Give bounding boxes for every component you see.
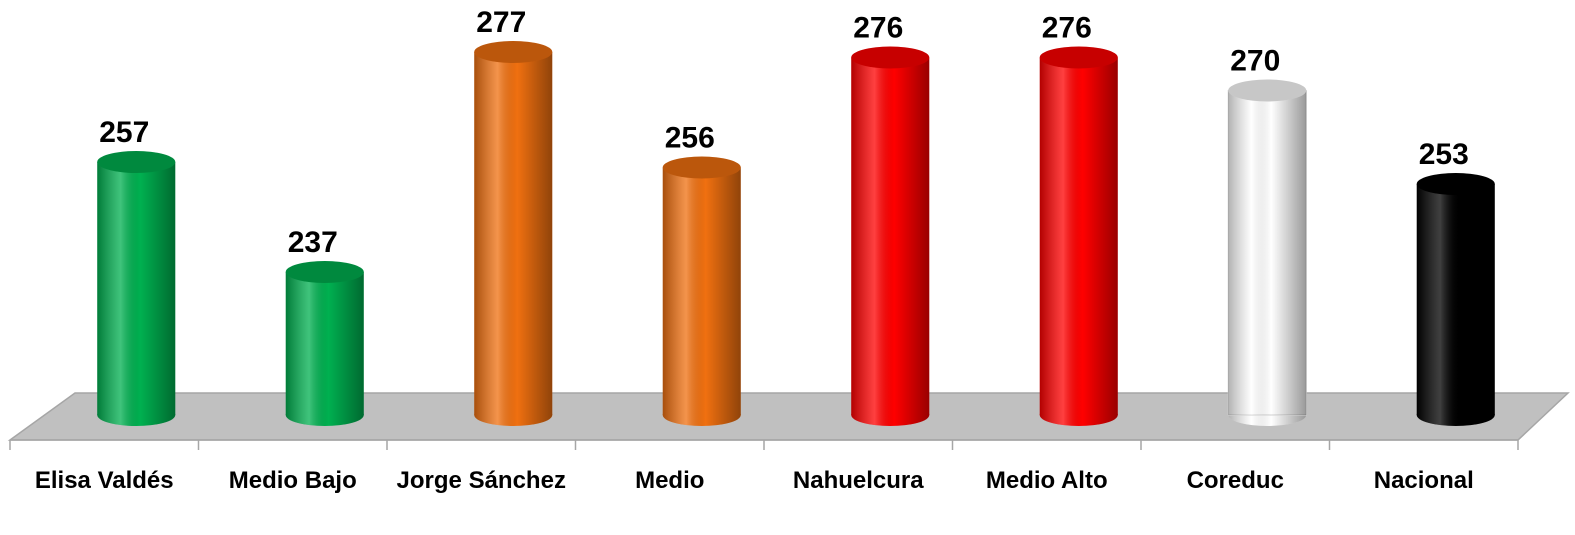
x-tick-label: Coreduc xyxy=(1186,467,1284,494)
bar-shade xyxy=(662,167,741,415)
bar-top xyxy=(662,156,741,179)
x-tick-label: Medio Bajo xyxy=(228,467,357,494)
bar-top xyxy=(1039,46,1118,69)
bar-shade xyxy=(851,57,930,415)
x-tick-label: Nacional xyxy=(1373,467,1474,494)
bar-shade xyxy=(285,272,364,415)
bar-top xyxy=(1416,173,1495,195)
bar-top-shade xyxy=(1228,79,1307,102)
bar-top-shade xyxy=(662,156,741,179)
value-label: 277 xyxy=(476,6,526,39)
bar-top-shade xyxy=(285,261,364,283)
value-label: 253 xyxy=(1419,138,1469,171)
bar-shade xyxy=(1039,57,1118,415)
bar-top xyxy=(97,151,176,173)
x-tick-label: Jorge Sánchez xyxy=(396,467,566,494)
bar-top-shade xyxy=(474,41,553,63)
bar-shade xyxy=(97,162,176,415)
x-tick-label: Medio Alto xyxy=(985,467,1108,494)
value-label: 257 xyxy=(99,116,149,149)
bar-top-shade xyxy=(851,46,930,69)
value-label: 276 xyxy=(853,12,903,45)
x-tick-label: Medio xyxy=(635,467,705,494)
bar-top xyxy=(1228,79,1307,102)
bar-shade xyxy=(1228,90,1307,415)
x-tick-label: Nahuelcura xyxy=(792,467,924,494)
value-label: 237 xyxy=(288,226,338,259)
bar-shade xyxy=(1416,184,1495,415)
bar-top xyxy=(285,261,364,283)
value-label: 276 xyxy=(1042,12,1092,45)
bar-shade xyxy=(474,52,553,415)
value-label: 270 xyxy=(1230,45,1280,78)
bar-top xyxy=(474,41,553,63)
x-tick-label: Elisa Valdés xyxy=(34,467,174,494)
bar-top-shade xyxy=(97,151,176,173)
floor xyxy=(7,392,1570,441)
bar-top xyxy=(851,46,930,69)
bar-top-shade xyxy=(1416,173,1495,195)
value-label: 256 xyxy=(665,122,715,155)
bar-top-shade xyxy=(1039,46,1118,69)
